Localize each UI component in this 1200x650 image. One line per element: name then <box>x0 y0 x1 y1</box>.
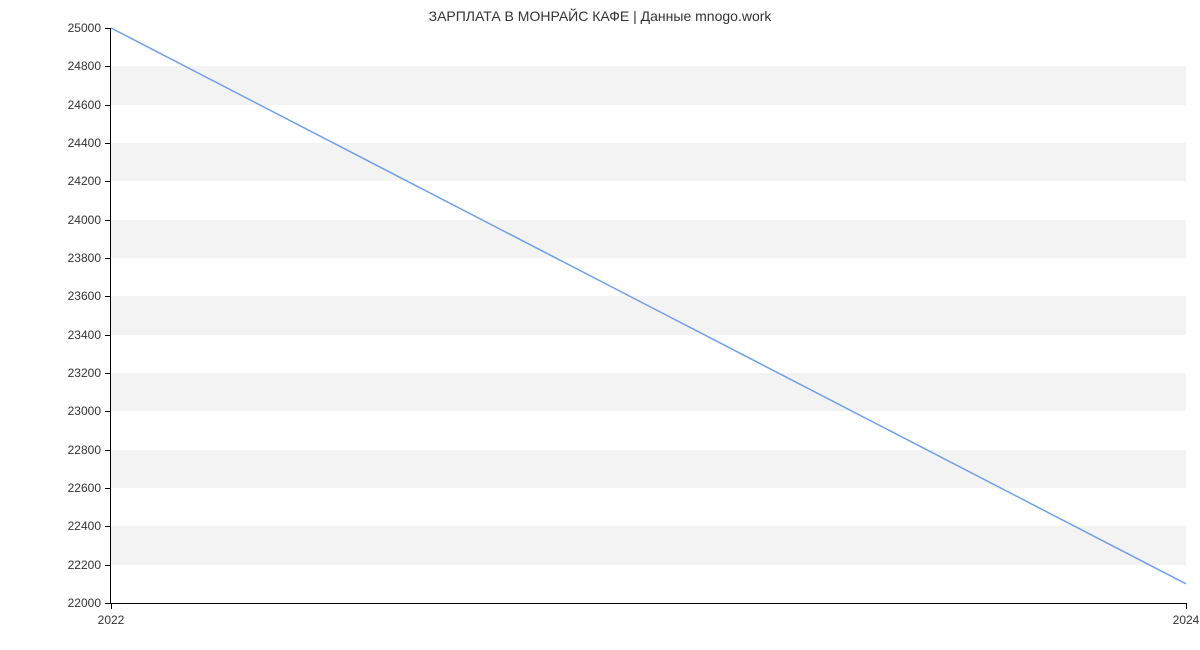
y-tick-label: 22200 <box>68 558 111 572</box>
y-tick-label: 22400 <box>68 519 111 533</box>
y-tick-label: 25000 <box>68 21 111 35</box>
plot-area: 2200022200224002260022800230002320023400… <box>110 28 1186 604</box>
y-tick-label: 23400 <box>68 328 111 342</box>
salary-chart: ЗАРПЛАТА В МОНРАЙС КАФЕ | Данные mnogo.w… <box>0 0 1200 650</box>
y-tick-label: 23800 <box>68 251 111 265</box>
x-tick-label: 2022 <box>98 603 125 627</box>
y-tick-label: 24200 <box>68 174 111 188</box>
y-tick-label: 24400 <box>68 136 111 150</box>
y-tick-label: 24800 <box>68 59 111 73</box>
y-tick-label: 24600 <box>68 98 111 112</box>
y-tick-label: 23600 <box>68 289 111 303</box>
line-layer <box>111 28 1186 603</box>
y-tick-label: 22600 <box>68 481 111 495</box>
y-tick-label: 23000 <box>68 404 111 418</box>
x-tick-label: 2024 <box>1173 603 1200 627</box>
y-tick-label: 24000 <box>68 213 111 227</box>
series-line-salary <box>111 28 1186 584</box>
y-tick-label: 23200 <box>68 366 111 380</box>
chart-title: ЗАРПЛАТА В МОНРАЙС КАФЕ | Данные mnogo.w… <box>0 8 1200 24</box>
y-tick-label: 22800 <box>68 443 111 457</box>
